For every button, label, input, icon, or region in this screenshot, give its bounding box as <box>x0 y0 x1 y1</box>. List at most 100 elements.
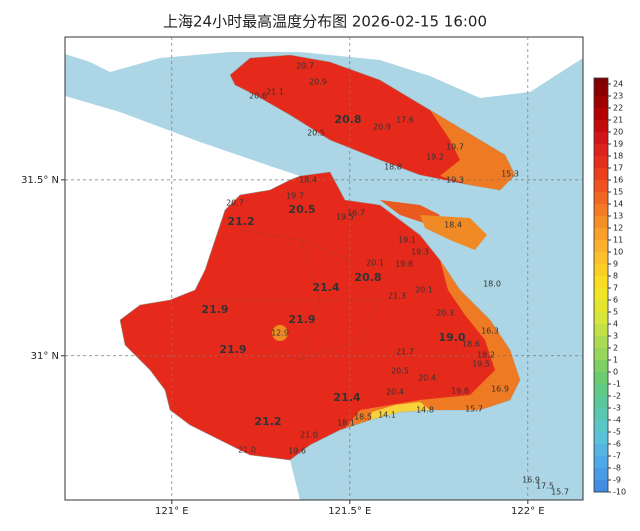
station-value: 19.3 <box>411 248 429 257</box>
station-value: 16.7 <box>347 209 365 218</box>
y-tick-label: 31° N <box>31 351 59 362</box>
x-tick-label: 121° E <box>155 506 189 517</box>
station-value: 19.0 <box>438 331 465 344</box>
colorbar-label: -9 <box>613 476 621 485</box>
colorbar-label: -1 <box>613 380 621 389</box>
coastal-zone <box>345 260 520 428</box>
station-value: 19.2 <box>426 153 444 162</box>
station-value: 18.5 <box>354 413 372 422</box>
station-value: 20.5 <box>288 203 315 216</box>
x-tick-label: 122° E <box>511 506 545 517</box>
colorbar-cell <box>594 84 608 97</box>
station-value: 15.3 <box>501 170 519 179</box>
station-value: 15.7 <box>551 488 569 497</box>
colorbar-cell <box>594 180 608 193</box>
colorbar-label: 1 <box>613 356 618 365</box>
map <box>64 36 584 501</box>
colorbar-cell <box>594 408 608 421</box>
chongming-east <box>430 110 515 190</box>
station-value: 18.1 <box>337 419 355 428</box>
hengsha-island <box>420 215 487 250</box>
colorbar-label: 15 <box>613 188 623 197</box>
station-value: 17.6 <box>396 116 414 125</box>
colorbar-cell <box>594 204 608 217</box>
station-value: 19.1 <box>398 236 416 245</box>
colorbar-cell <box>594 96 608 109</box>
colorbar-label: -2 <box>613 392 621 401</box>
station-value: 21.0 <box>300 431 318 440</box>
colorbar-label: 10 <box>613 248 623 257</box>
station-value: 18.8 <box>384 163 402 172</box>
station-value: 20.4 <box>386 388 404 397</box>
colorbar-label: 5 <box>613 308 618 317</box>
colorbar-cell <box>594 228 608 241</box>
colorbar-cell <box>594 144 608 157</box>
colorbar-label: 11 <box>613 236 623 245</box>
colorbar-cell <box>594 468 608 481</box>
station-value: 19.8 <box>451 387 469 396</box>
station-value: 20.5 <box>391 367 409 376</box>
colorbar-label: 13 <box>613 212 623 221</box>
local-cool-spot <box>272 325 288 341</box>
colorbar-cell <box>594 252 608 265</box>
x-tick-label: 121.5° E <box>328 506 371 517</box>
station-value: 20.3 <box>436 309 454 318</box>
colorbar-cell <box>594 312 608 325</box>
colorbar-top <box>594 78 608 84</box>
station-value: 18.2 <box>477 351 495 360</box>
colorbar-label: 4 <box>613 320 618 329</box>
colorbar-label: -3 <box>613 404 621 413</box>
station-value: 21.2 <box>227 215 254 228</box>
station-value: 16.9 <box>491 385 509 394</box>
station-value: 21.9 <box>288 313 315 326</box>
station-value: 21.4 <box>312 281 339 294</box>
colorbar-cell <box>594 420 608 433</box>
colorbar-cell <box>594 396 608 409</box>
station-value: 14.1 <box>378 411 396 420</box>
colorbar-label: 12 <box>613 224 623 233</box>
station-value: 16.9 <box>522 476 540 485</box>
colorbar-label: 3 <box>613 332 618 341</box>
colorbar-cell <box>594 264 608 277</box>
colorbar-label: -7 <box>613 452 621 461</box>
colorbar-cell <box>594 300 608 313</box>
station-value: 16.3 <box>481 327 499 336</box>
station-value: 18.0 <box>483 280 501 289</box>
station-value: 14.8 <box>416 406 434 415</box>
colorbar-cell <box>594 168 608 181</box>
station-value: 21.7 <box>396 348 414 357</box>
colorbar-cell <box>594 276 608 289</box>
colorbar-cell <box>594 324 608 337</box>
station-value: 19.8 <box>395 260 413 269</box>
colorbar-cell <box>594 108 608 121</box>
colorbar-frame <box>593 77 609 493</box>
station-value: 20.8 <box>334 113 361 126</box>
y-tick-label: 31.5° N <box>21 175 59 186</box>
colorbar-cell <box>594 372 608 385</box>
colorbar-cell <box>594 288 608 301</box>
station-value: 12.9 <box>271 329 289 338</box>
station-value: 21.1 <box>266 88 284 97</box>
station-value: 20.5 <box>307 129 325 138</box>
station-value: 21.9 <box>219 343 246 356</box>
colorbar-cell <box>594 348 608 361</box>
colorbar-label: 6 <box>613 296 618 305</box>
station-value: 19.3 <box>446 176 464 185</box>
station-value: 21.0 <box>238 446 256 455</box>
station-value: 15.7 <box>465 405 483 414</box>
colorbar-label: 16 <box>613 176 623 185</box>
north-land <box>65 37 583 98</box>
station-value: 21.3 <box>388 292 406 301</box>
coastal-zone <box>370 402 430 420</box>
station-value: 20.1 <box>366 259 384 268</box>
colorbar-label: -4 <box>613 416 621 425</box>
station-value: 19.7 <box>286 192 304 201</box>
colorbar-label: 14 <box>613 200 623 209</box>
colorbar-label: 9 <box>613 260 618 269</box>
station-value: 20.4 <box>418 374 436 383</box>
colorbar-label: 23 <box>613 92 623 101</box>
chart-title: 上海24小时最高温度分布图 2026-02-15 16:00 <box>163 13 487 31</box>
colorbar-label: 24 <box>613 80 623 89</box>
station-value: 20.7 <box>296 62 314 71</box>
